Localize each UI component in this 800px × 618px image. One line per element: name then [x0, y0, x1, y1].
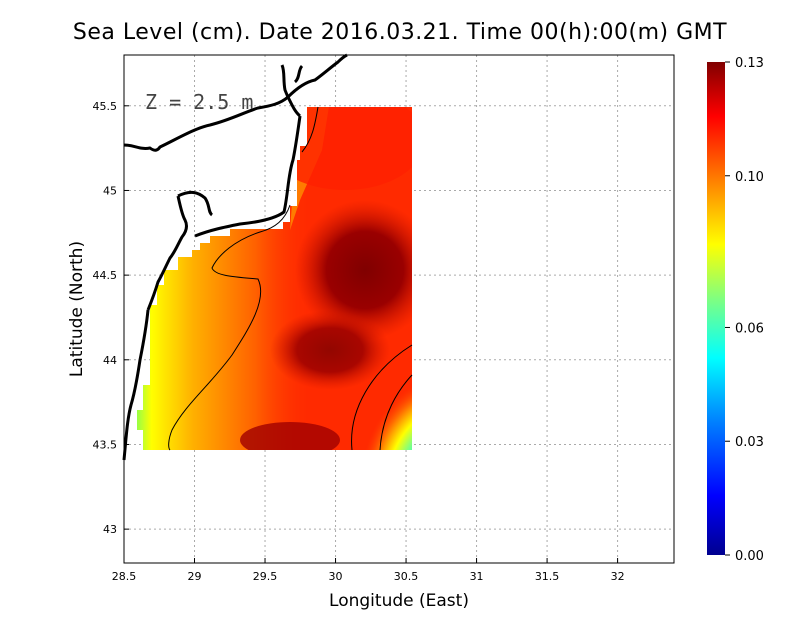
colorbar-label: 0.13 [735, 56, 764, 71]
depth-label: Z = 2.5 m [145, 90, 253, 114]
y-tick-label: 45.5 [93, 100, 118, 113]
colorbar-label: 0.00 [735, 549, 764, 564]
colorbar-label: 0.03 [735, 435, 764, 450]
y-axis-label: Latitude (North) [67, 241, 87, 377]
contour-lines [168, 106, 413, 451]
x-tick-label: 31.5 [535, 570, 560, 583]
plot-frame [123, 54, 675, 564]
x-tick-label: 30.5 [394, 570, 419, 583]
y-tick-label: 44.5 [93, 269, 118, 282]
x-tick-label: 29.5 [253, 570, 278, 583]
y-tick-label: 43.5 [93, 438, 118, 451]
y-tick-label: 43 [103, 523, 117, 536]
x-tick-label: 28.5 [112, 570, 137, 583]
x-tick-label: 30 [329, 570, 343, 583]
y-axis-ticks: 43 43.5 44 44.5 45 45.5 [93, 100, 129, 536]
colorbar-label: 0.06 [735, 321, 764, 336]
x-tick-label: 29 [188, 570, 202, 583]
x-axis-label: Longitude (East) [329, 591, 469, 611]
x-tick-label: 31 [470, 570, 484, 583]
x-axis-ticks: 28.5 29 29.5 30 30.5 31 31.5 32 [112, 558, 625, 583]
y-tick-label: 44 [103, 354, 117, 367]
chart-title: Sea Level (cm). Date 2016.03.21. Time 00… [73, 20, 727, 45]
y-tick-label: 45 [103, 184, 117, 197]
coastline [122, 53, 348, 461]
x-tick-label: 32 [611, 570, 625, 583]
colorbar-labels: 0.13 0.10 0.06 0.03 0.00 [725, 56, 764, 564]
colorbar [707, 62, 725, 555]
colorbar-label: 0.10 [735, 170, 764, 185]
